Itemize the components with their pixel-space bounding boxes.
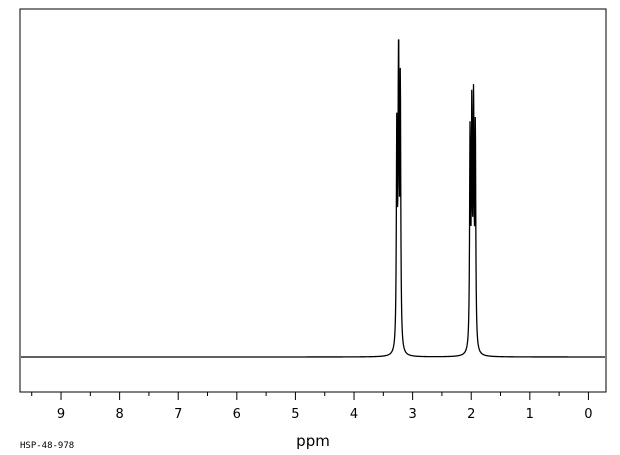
x-axis-tick-labels: 9 8 7 6 5 4 3 2 1 0	[57, 407, 593, 422]
tick-label: 9	[57, 407, 65, 422]
tick-label: 7	[174, 407, 182, 422]
spectrum-line	[21, 39, 605, 358]
tick-label: 4	[350, 407, 358, 422]
tick-label: 1	[526, 407, 534, 422]
tick-label: 6	[233, 407, 241, 422]
tick-label: 0	[584, 407, 592, 422]
x-axis-ticks	[31, 392, 589, 400]
spectrum-code-label: HSP-48-978	[20, 441, 74, 451]
tick-label: 8	[115, 407, 123, 422]
tick-label: 3	[408, 407, 416, 422]
tick-label: 5	[291, 407, 299, 422]
plot-frame	[19, 8, 607, 393]
x-axis-label: ppm	[296, 432, 330, 450]
tick-label: 2	[467, 407, 475, 422]
